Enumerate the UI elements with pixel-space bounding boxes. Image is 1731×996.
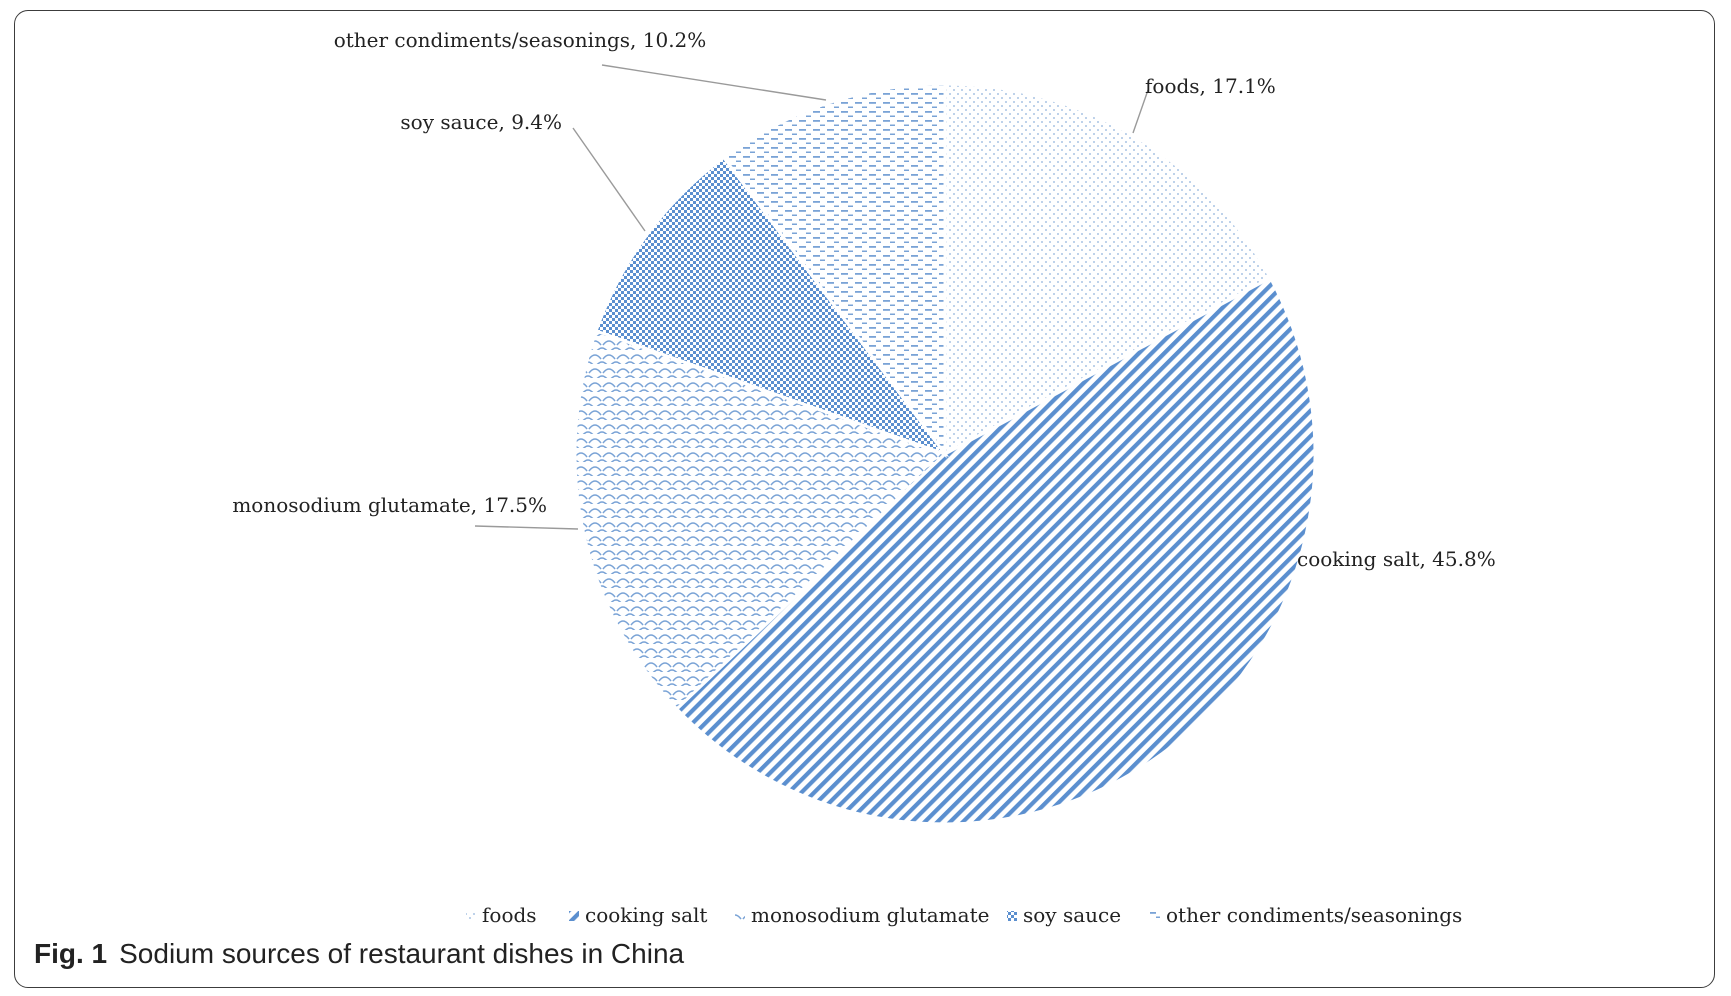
data-label-cooking-salt: cooking salt, 45.8% — [1297, 547, 1496, 571]
legend-label-monosodium-glutamate: monosodium glutamate — [751, 903, 989, 927]
legend-swatch-soy-sauce — [1007, 911, 1017, 921]
legend-label-cooking-salt: cooking salt — [585, 903, 707, 927]
legend-label-foods: foods — [482, 903, 537, 927]
legend-swatch-other-condiments — [1150, 911, 1160, 921]
pie-slice-foods — [943, 82, 1273, 457]
data-label-monosodium-glutamate: monosodium glutamate, 17.5% — [232, 493, 547, 517]
leader-line-other-condiments — [601, 64, 827, 101]
figure-caption-text: Sodium sources of restaurant dishes in C… — [119, 938, 685, 969]
legend-label-other-condiments: other condiments/seasonings — [1166, 903, 1462, 927]
figure-frame — [14, 10, 1715, 988]
data-label-other-condiments: other condiments/seasonings, 10.2% — [334, 28, 707, 52]
pie-slice-cooking-salt — [674, 275, 1317, 826]
pie-slice-soy-sauce — [594, 155, 950, 458]
legend-swatch-foods — [466, 911, 476, 921]
leader-line-foods — [1132, 89, 1149, 134]
data-label-foods: foods, 17.1% — [1145, 74, 1276, 98]
figure-number: Fig. 1 — [34, 938, 108, 969]
legend-label-soy-sauce: soy sauce — [1023, 903, 1121, 927]
data-label-soy-sauce: soy sauce, 9.4% — [400, 110, 562, 134]
pie-slice-other-condiments — [721, 82, 947, 459]
legend-swatch-monosodium-glutamate — [735, 911, 745, 921]
pie-slice-monosodium-glutamate — [573, 328, 948, 712]
leader-line-monosodium-glutamate — [474, 525, 579, 530]
legend-swatch-cooking-salt — [569, 911, 579, 921]
figure-caption: Fig. 1 Sodium sources of restaurant dishe… — [34, 938, 684, 970]
leader-line-soy-sauce — [572, 127, 646, 232]
